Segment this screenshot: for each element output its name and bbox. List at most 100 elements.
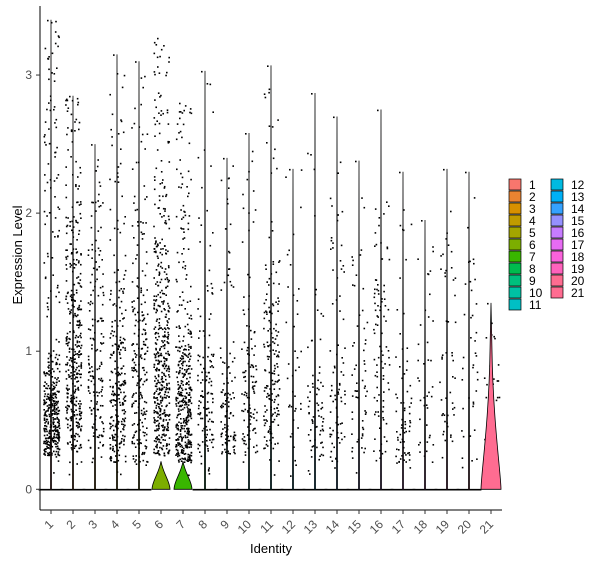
data-point bbox=[383, 436, 386, 438]
data-point bbox=[146, 350, 149, 352]
data-point bbox=[46, 395, 49, 398]
data-point bbox=[243, 403, 246, 405]
data-point bbox=[73, 358, 75, 361]
data-point bbox=[377, 411, 379, 413]
data-point bbox=[231, 380, 233, 382]
data-point bbox=[223, 281, 226, 284]
data-point bbox=[318, 388, 320, 391]
data-point bbox=[229, 352, 231, 355]
data-point bbox=[73, 414, 76, 416]
data-point bbox=[233, 434, 236, 436]
data-point bbox=[71, 348, 73, 350]
data-point bbox=[250, 375, 253, 378]
data-point bbox=[65, 196, 68, 199]
data-point bbox=[356, 441, 359, 443]
data-point bbox=[80, 365, 82, 368]
data-point bbox=[182, 458, 185, 460]
data-point bbox=[207, 448, 209, 450]
data-point bbox=[242, 193, 244, 196]
data-point bbox=[343, 271, 345, 273]
data-point bbox=[356, 390, 359, 392]
data-point bbox=[131, 127, 133, 129]
data-point bbox=[208, 334, 211, 337]
data-point bbox=[52, 426, 55, 428]
data-point bbox=[454, 321, 457, 324]
data-point bbox=[55, 126, 58, 129]
legend-label: 17 bbox=[571, 238, 585, 252]
data-point bbox=[199, 315, 202, 318]
data-point bbox=[78, 369, 80, 372]
data-point bbox=[176, 452, 178, 455]
data-point bbox=[46, 372, 48, 374]
data-point bbox=[187, 419, 190, 422]
data-point bbox=[190, 345, 192, 348]
data-point bbox=[342, 318, 345, 321]
data-point bbox=[146, 313, 149, 316]
data-point bbox=[65, 342, 68, 345]
data-point bbox=[102, 320, 104, 322]
data-point bbox=[461, 457, 464, 459]
data-point bbox=[476, 378, 479, 381]
data-point bbox=[75, 248, 77, 250]
data-point bbox=[161, 289, 163, 292]
data-point bbox=[252, 190, 255, 192]
data-point bbox=[267, 358, 270, 360]
data-point bbox=[92, 391, 95, 393]
data-point bbox=[153, 366, 155, 368]
data-point bbox=[143, 400, 146, 403]
data-point bbox=[76, 324, 78, 326]
data-point bbox=[78, 351, 80, 353]
data-point bbox=[251, 386, 254, 389]
data-point bbox=[273, 364, 276, 367]
data-point bbox=[92, 376, 95, 378]
data-point bbox=[100, 363, 103, 365]
data-point bbox=[54, 440, 57, 442]
data-point bbox=[178, 393, 181, 395]
data-point bbox=[167, 367, 170, 369]
data-point bbox=[273, 418, 276, 421]
data-point bbox=[145, 222, 147, 224]
data-point bbox=[384, 450, 387, 453]
data-point bbox=[74, 358, 76, 360]
data-point bbox=[140, 378, 143, 380]
data-point bbox=[51, 413, 53, 415]
data-point bbox=[210, 420, 213, 423]
data-point bbox=[123, 443, 125, 446]
points-cluster-18 bbox=[417, 220, 435, 463]
data-point bbox=[253, 385, 256, 387]
data-point bbox=[114, 319, 116, 322]
data-point bbox=[253, 428, 255, 430]
data-point bbox=[321, 406, 324, 409]
violin-10 bbox=[236, 133, 262, 491]
data-point bbox=[271, 399, 273, 401]
data-point bbox=[110, 332, 112, 335]
data-point bbox=[165, 352, 167, 355]
data-point bbox=[344, 403, 346, 405]
data-point bbox=[76, 463, 78, 465]
data-point bbox=[57, 442, 59, 444]
data-point bbox=[427, 273, 430, 276]
data-point bbox=[322, 429, 325, 432]
data-point bbox=[206, 408, 208, 410]
data-point bbox=[495, 399, 498, 402]
data-point bbox=[182, 228, 185, 230]
data-point bbox=[164, 413, 167, 416]
data-point bbox=[497, 380, 500, 382]
data-point bbox=[168, 161, 171, 163]
data-point bbox=[179, 391, 182, 394]
data-point bbox=[232, 437, 235, 439]
data-point bbox=[186, 427, 188, 430]
data-point bbox=[155, 320, 158, 322]
data-point bbox=[312, 386, 314, 388]
data-point bbox=[163, 428, 165, 431]
data-point bbox=[44, 442, 47, 445]
data-point bbox=[56, 437, 59, 439]
data-point bbox=[228, 250, 230, 253]
data-point bbox=[229, 223, 232, 226]
data-point bbox=[167, 327, 169, 329]
data-point bbox=[182, 399, 184, 401]
data-point bbox=[133, 307, 136, 310]
data-point bbox=[167, 365, 170, 368]
data-point bbox=[273, 327, 275, 330]
data-point bbox=[469, 435, 472, 437]
